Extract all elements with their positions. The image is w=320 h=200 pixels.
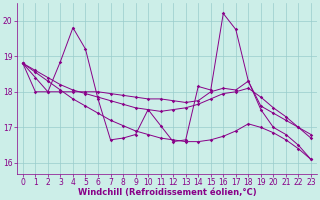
X-axis label: Windchill (Refroidissement éolien,°C): Windchill (Refroidissement éolien,°C) [77, 188, 256, 197]
